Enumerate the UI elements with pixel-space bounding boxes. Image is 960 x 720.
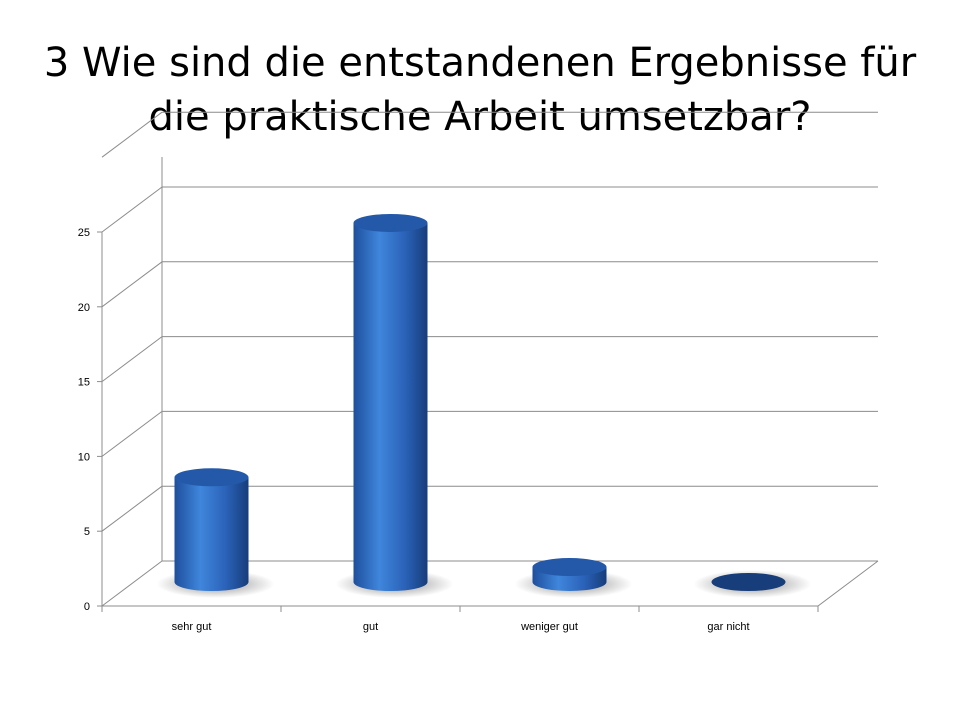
bar-top	[711, 573, 786, 591]
chart-frame	[101, 111, 879, 607]
gridline-side	[101, 336, 163, 383]
title-line-1: 3 Wie sind die entstandenen Ergebnisse f…	[43, 40, 917, 86]
y-tick-label: 5	[84, 526, 90, 538]
y-tick-label: 10	[78, 451, 90, 463]
bar-body	[174, 477, 249, 591]
bar-top	[532, 558, 607, 577]
x-tick-label: sehr gut	[172, 621, 212, 633]
x-axis: sehr gut gut weniger gut gar nicht	[101, 606, 819, 633]
gridline-side	[101, 261, 163, 308]
gridline-side	[101, 485, 163, 532]
bar-top	[353, 213, 428, 232]
y-tick-label: 15	[78, 377, 90, 389]
y-tick-label: 20	[78, 302, 90, 314]
bar-top	[174, 468, 249, 487]
bar-gut	[335, 213, 454, 598]
bar-body	[353, 222, 428, 591]
bar-gar-nicht	[693, 570, 812, 598]
x-tick-label: weniger gut	[520, 621, 578, 633]
y-tick-label: 25	[78, 227, 90, 239]
bar-series	[156, 213, 812, 598]
title-line-2: die praktische Arbeit umsetzbar?	[148, 94, 812, 140]
y-tick-label: 0	[84, 601, 90, 613]
gridline-side	[101, 186, 163, 233]
slide-title: 3 Wie sind die entstandenen Ergebnisse f…	[0, 36, 960, 144]
gridline-side	[101, 111, 163, 158]
gridline-side	[101, 560, 163, 607]
bar-sehr-gut	[156, 468, 275, 598]
y-axis: 0 5 10 15 20 25	[78, 227, 103, 613]
x-tick-label: gut	[363, 621, 378, 633]
bar-weniger-gut	[514, 558, 633, 598]
gridline-side	[101, 410, 163, 457]
x-tick-label: gar nicht	[707, 621, 749, 633]
